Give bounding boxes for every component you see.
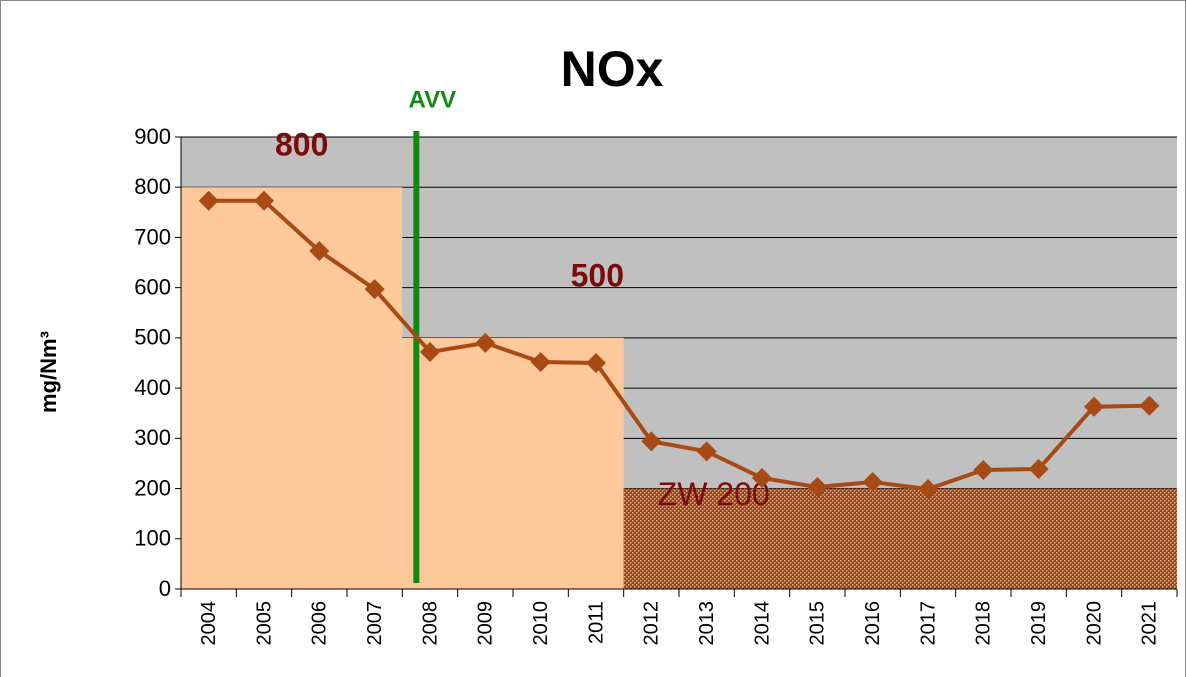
- x-tick-label: 2007: [364, 601, 386, 646]
- y-axis-label: mg/Nm³: [36, 331, 61, 413]
- data-point: [475, 332, 496, 353]
- limit-region: [623, 488, 1177, 589]
- y-tick-label: 800: [134, 174, 171, 199]
- data-point: [918, 479, 938, 500]
- data-point: [364, 279, 385, 300]
- x-tick-label: 2021: [1139, 601, 1161, 646]
- data-point: [641, 431, 662, 452]
- y-tick-label: 100: [134, 526, 171, 551]
- data-point: [309, 241, 330, 262]
- y-tick-label: 700: [134, 224, 171, 249]
- data-point: [973, 459, 994, 480]
- y-tick-label: 900: [134, 124, 171, 149]
- x-tick-label: 2008: [419, 601, 441, 646]
- x-tick-label: 2011: [585, 601, 607, 644]
- x-tick-label: 2012: [641, 601, 663, 646]
- y-tick-label: 300: [134, 425, 171, 450]
- data-point: [862, 472, 883, 493]
- y-tick-label: 0: [159, 576, 171, 601]
- data-point: [198, 190, 219, 211]
- data-point: [752, 468, 772, 489]
- x-tick-label: 2006: [309, 601, 331, 646]
- x-tick-label: 2017: [917, 601, 939, 646]
- x-tick-label: 2005: [253, 601, 275, 646]
- data-point: [420, 341, 440, 362]
- chart-title: NOx: [561, 41, 664, 97]
- y-tick-label: 400: [134, 375, 171, 400]
- y-tick-label: 200: [134, 475, 171, 500]
- limit-label: 500: [571, 257, 624, 293]
- x-tick-label: 2004: [198, 601, 220, 646]
- x-tick-label: 2015: [807, 601, 829, 646]
- x-tick-label: 2014: [751, 601, 773, 646]
- data-point: [1139, 395, 1160, 416]
- data-point: [254, 190, 274, 211]
- data-point: [1028, 458, 1049, 479]
- limit-region: [181, 187, 403, 589]
- x-tick-label: 2016: [862, 601, 884, 646]
- y-tick-label: 500: [134, 325, 171, 350]
- limit-label: 800: [275, 127, 328, 163]
- data-point: [696, 441, 717, 462]
- data-point: [586, 353, 606, 373]
- limit-region: [402, 337, 624, 589]
- limit-label: ZW 200: [658, 476, 770, 512]
- x-tick-label: 2018: [973, 601, 995, 646]
- y-tick-label: 600: [134, 274, 171, 299]
- marker-label: AVV: [409, 86, 457, 113]
- data-point: [1084, 396, 1104, 417]
- x-tick-label: 2009: [475, 601, 497, 646]
- x-tick-label: 2020: [1083, 601, 1105, 646]
- x-tick-label: 2013: [696, 601, 718, 646]
- x-tick-label: 2019: [1028, 601, 1050, 646]
- x-tick-label: 2010: [530, 601, 552, 646]
- data-point: [807, 477, 828, 498]
- data-point: [530, 351, 551, 372]
